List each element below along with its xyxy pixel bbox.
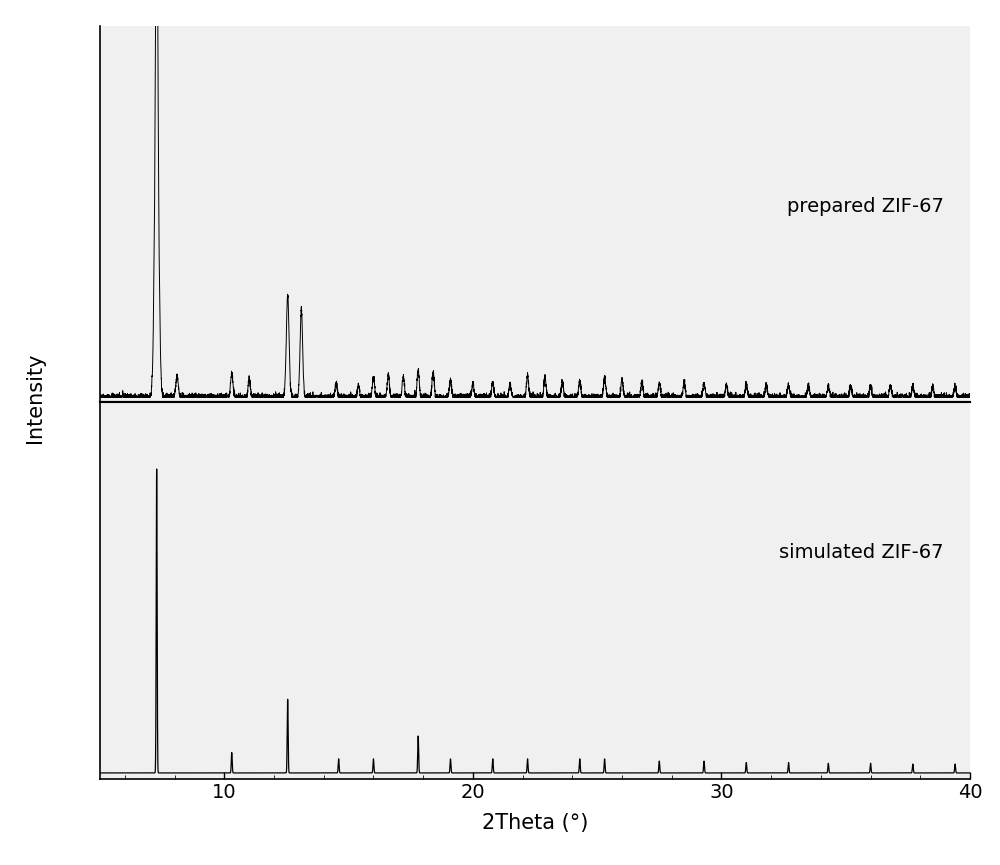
Text: simulated ZIF-67: simulated ZIF-67 [779,543,944,562]
Text: prepared ZIF-67: prepared ZIF-67 [787,197,944,216]
X-axis label: 2Theta (°): 2Theta (°) [482,813,588,834]
Text: Intensity: Intensity [25,353,45,443]
